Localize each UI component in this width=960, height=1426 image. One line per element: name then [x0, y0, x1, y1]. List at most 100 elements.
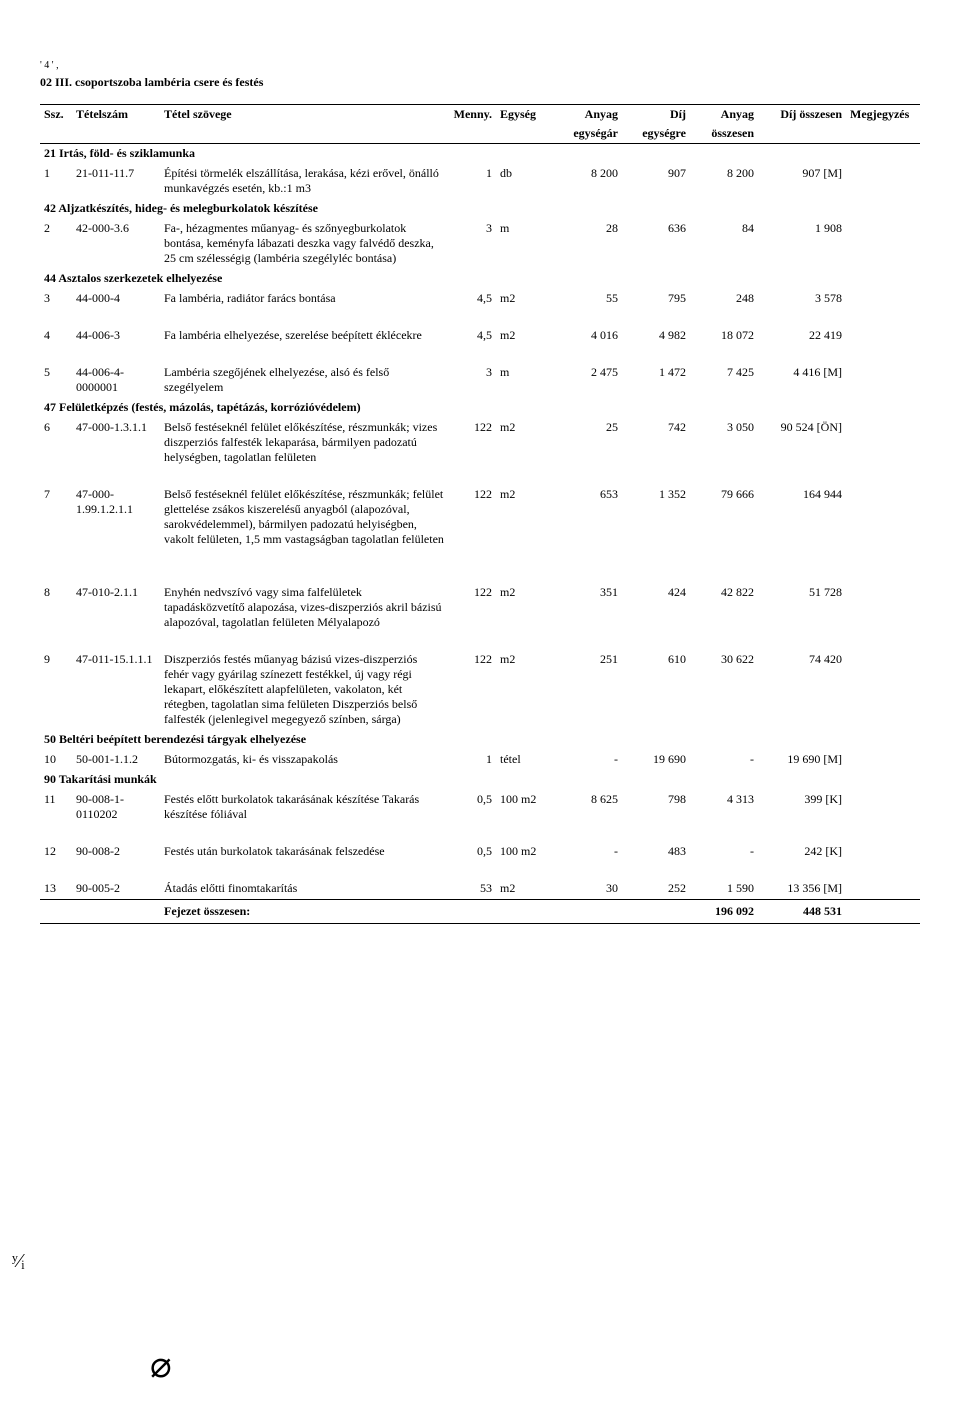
item-egyseg: db	[496, 163, 554, 199]
table-row: 544-006-4-0000001Lambéria szegőjének elh…	[40, 362, 920, 398]
item-dij-osszesen: 19 690 [M]	[758, 749, 846, 770]
section-row: 21 Irtás, föld- és sziklamunka	[40, 144, 920, 164]
spacer-row	[40, 550, 920, 566]
signature-mark: ⌀	[150, 1344, 920, 1386]
header-megjegyzes: Megjegyzés	[846, 105, 920, 125]
item-szoveg: Fa lambéria, radiátor farács bontása	[160, 288, 448, 309]
item-dij-osszesen: 13 356 [M]	[758, 878, 846, 900]
item-tetelszam: 47-000-1.3.1.1	[72, 417, 160, 468]
section-row: 90 Takarítási munkák	[40, 770, 920, 789]
item-dij-egysegre: 742	[622, 417, 690, 468]
item-dij-osszesen: 90 524 [ÖN]	[758, 417, 846, 468]
table-row: 1050-001-1.1.2Bútormozgatás, ki- és viss…	[40, 749, 920, 770]
item-anyag-osszesen: 84	[690, 218, 758, 269]
item-ssz: 13	[40, 878, 72, 900]
table-row: 1190-008-1-0110202Festés előtt burkolato…	[40, 789, 920, 825]
item-szoveg: Festés előtt burkolatok takarásának kész…	[160, 789, 448, 825]
item-megjegyzes	[846, 484, 920, 550]
item-megjegyzes	[846, 878, 920, 900]
item-anyag-osszesen: -	[690, 749, 758, 770]
item-dij-egysegre: 483	[622, 841, 690, 862]
table-row: 647-000-1.3.1.1Belső festéseknél felület…	[40, 417, 920, 468]
item-dij-osszesen: 4 416 [M]	[758, 362, 846, 398]
item-dij-egysegre: 19 690	[622, 749, 690, 770]
section-label: 44 Asztalos szerkezetek elhelyezése	[40, 269, 920, 288]
header-szoveg: Tétel szövege	[160, 105, 448, 125]
item-menny: 1	[448, 163, 496, 199]
item-szoveg: Bútormozgatás, ki- és visszapakolás	[160, 749, 448, 770]
item-tetelszam: 44-006-4-0000001	[72, 362, 160, 398]
item-egyseg: m2	[496, 878, 554, 900]
item-ssz: 10	[40, 749, 72, 770]
section-label: 90 Takarítási munkák	[40, 770, 920, 789]
item-szoveg: Festés után burkolatok takarásának felsz…	[160, 841, 448, 862]
spacer-row	[40, 468, 920, 484]
item-menny: 0,5	[448, 841, 496, 862]
item-menny: 122	[448, 484, 496, 550]
item-tetelszam: 90-008-1-0110202	[72, 789, 160, 825]
item-menny: 4,5	[448, 288, 496, 309]
item-anyag-osszesen: 4 313	[690, 789, 758, 825]
item-dij-osszesen: 51 728	[758, 582, 846, 633]
header-dij-egysegre: Díj	[622, 105, 690, 125]
item-megjegyzes	[846, 649, 920, 730]
spacer-row	[40, 862, 920, 878]
item-dij-osszesen: 399 [K]	[758, 789, 846, 825]
item-anyag-osszesen: 42 822	[690, 582, 758, 633]
item-anyag-egysegar: 2 475	[554, 362, 622, 398]
item-szoveg: Enyhén nedvszívó vagy sima falfelületek …	[160, 582, 448, 633]
item-anyag-egysegar: 25	[554, 417, 622, 468]
item-megjegyzes	[846, 163, 920, 199]
item-dij-egysegre: 1 352	[622, 484, 690, 550]
section-row: 50 Beltéri beépített berendezési tárgyak…	[40, 730, 920, 749]
item-megjegyzes	[846, 362, 920, 398]
item-ssz: 1	[40, 163, 72, 199]
item-dij-osszesen: 907 [M]	[758, 163, 846, 199]
item-anyag-egysegar: -	[554, 749, 622, 770]
item-dij-egysegre: 907	[622, 163, 690, 199]
item-egyseg: 100 m2	[496, 841, 554, 862]
item-anyag-osszesen: 1 590	[690, 878, 758, 900]
item-tetelszam: 44-000-4	[72, 288, 160, 309]
item-dij-egysegre: 610	[622, 649, 690, 730]
table-row: 444-006-3Fa lambéria elhelyezése, szerel…	[40, 325, 920, 346]
item-egyseg: m2	[496, 582, 554, 633]
header-anyag-egysegar-2: egységár	[554, 124, 622, 144]
spacer-row	[40, 825, 920, 841]
item-tetelszam: 42-000-3.6	[72, 218, 160, 269]
table-row: 344-000-4Fa lambéria, radiátor farács bo…	[40, 288, 920, 309]
item-egyseg: m2	[496, 417, 554, 468]
item-anyag-egysegar: 351	[554, 582, 622, 633]
total-label: Fejezet összesen:	[160, 900, 448, 924]
item-menny: 53	[448, 878, 496, 900]
item-ssz: 6	[40, 417, 72, 468]
item-megjegyzes	[846, 841, 920, 862]
header-dij-egysegre-2: egységre	[622, 124, 690, 144]
item-egyseg: m	[496, 218, 554, 269]
item-anyag-osszesen: 7 425	[690, 362, 758, 398]
item-ssz: 3	[40, 288, 72, 309]
table-row: 242-000-3.6Fa-, hézagmentes műanyag- és …	[40, 218, 920, 269]
item-szoveg: Átadás előtti finomtakarítás	[160, 878, 448, 900]
section-label: 50 Beltéri beépített berendezési tárgyak…	[40, 730, 920, 749]
item-dij-egysegre: 4 982	[622, 325, 690, 346]
item-anyag-egysegar: 653	[554, 484, 622, 550]
header-anyag-osszesen: Anyag	[690, 105, 758, 125]
section-label: 42 Aljzatkészítés, hideg- és melegburkol…	[40, 199, 920, 218]
item-dij-osszesen: 3 578	[758, 288, 846, 309]
document-title: 02 III. csoportszoba lambéria csere és f…	[40, 75, 920, 90]
section-row: 44 Asztalos szerkezetek elhelyezése	[40, 269, 920, 288]
item-dij-egysegre: 795	[622, 288, 690, 309]
item-dij-osszesen: 164 944	[758, 484, 846, 550]
item-anyag-egysegar: 4 016	[554, 325, 622, 346]
header-egyseg: Egység	[496, 105, 554, 125]
spacer-row	[40, 566, 920, 582]
table-row: 947-011-15.1.1.1Diszperziós festés műany…	[40, 649, 920, 730]
item-dij-egysegre: 424	[622, 582, 690, 633]
item-szoveg: Építési törmelék elszállítása, lerakása,…	[160, 163, 448, 199]
section-row: 42 Aljzatkészítés, hideg- és melegburkol…	[40, 199, 920, 218]
item-szoveg: Belső festéseknél felület előkészítése, …	[160, 417, 448, 468]
section-row: 47 Felületképzés (festés, mázolás, tapét…	[40, 398, 920, 417]
cost-table: Ssz. Tételszám Tétel szövege Menny. Egys…	[40, 104, 920, 924]
item-megjegyzes	[846, 218, 920, 269]
